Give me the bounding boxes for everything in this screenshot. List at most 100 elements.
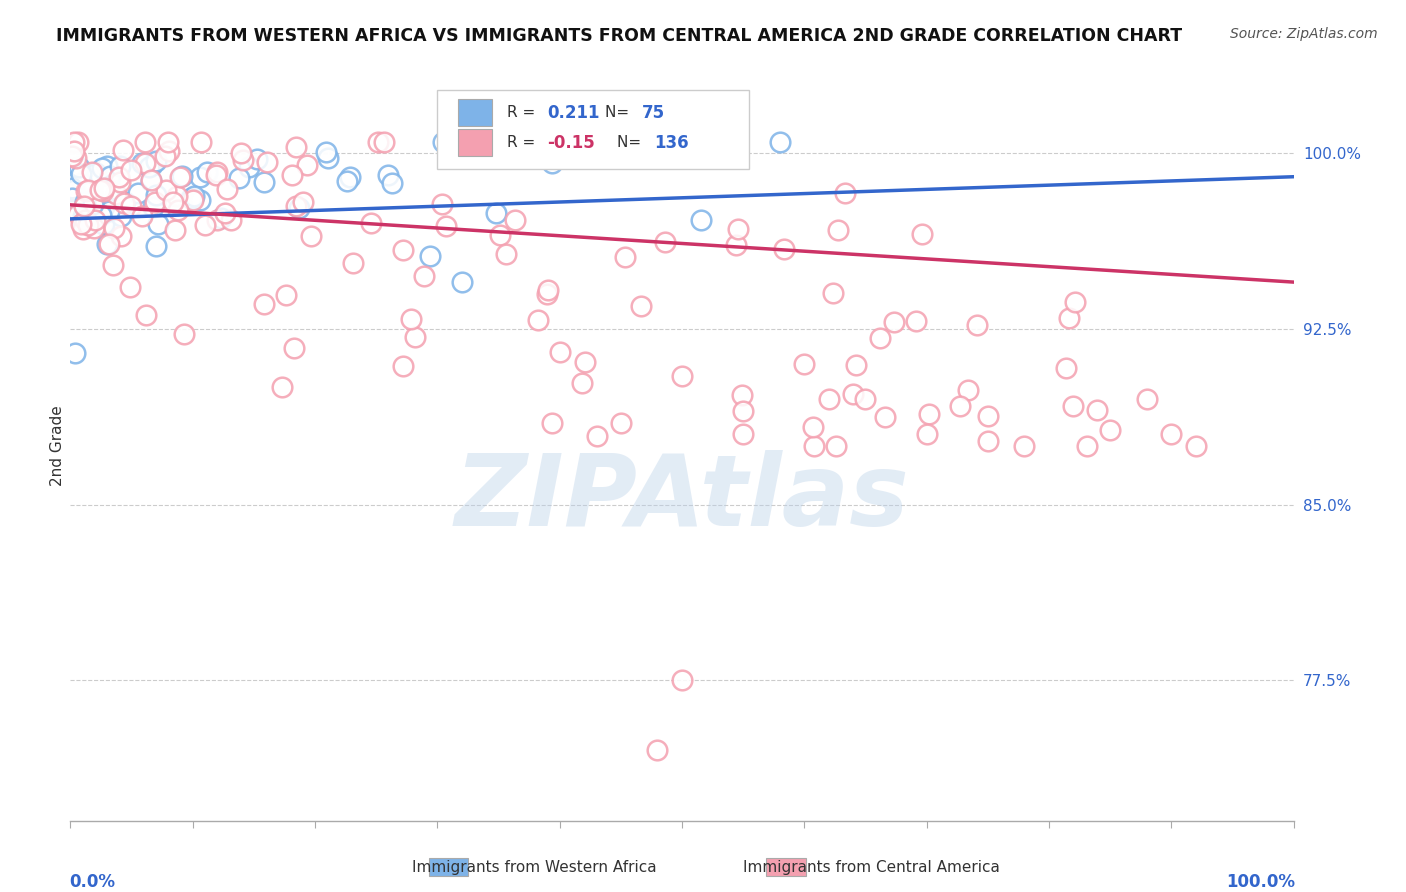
- Point: [80, 165, 103, 179]
- Point: [76, 182, 98, 196]
- Point: [60, 191, 83, 205]
- Point: [63, 144, 86, 158]
- Point: [772, 242, 794, 256]
- Point: [91, 217, 114, 231]
- Point: [613, 250, 636, 264]
- Point: [69, 217, 91, 231]
- Point: [827, 222, 849, 236]
- Point: [66, 161, 89, 176]
- Point: [1062, 399, 1084, 413]
- Point: [1057, 311, 1080, 326]
- Point: [274, 288, 297, 302]
- Point: [72, 209, 94, 223]
- Point: [316, 151, 339, 165]
- Point: [82, 197, 104, 211]
- Point: [537, 283, 560, 297]
- Point: [404, 330, 426, 344]
- Point: [911, 227, 934, 241]
- Point: [214, 205, 236, 219]
- Point: [65, 346, 87, 360]
- Point: [72, 222, 94, 236]
- Y-axis label: 2nd Grade: 2nd Grade: [49, 406, 65, 486]
- Point: [821, 285, 844, 300]
- Point: [1064, 294, 1087, 309]
- Point: [63, 183, 86, 197]
- Text: R =: R =: [508, 135, 540, 150]
- Point: [127, 186, 149, 201]
- Point: [75, 212, 97, 227]
- Point: [957, 383, 980, 397]
- Point: [63, 170, 86, 185]
- Point: [84, 213, 107, 227]
- Point: [205, 168, 228, 182]
- Point: [845, 358, 868, 372]
- Point: [112, 195, 135, 210]
- Point: [90, 208, 112, 222]
- Point: [89, 183, 111, 197]
- Point: [360, 216, 382, 230]
- Point: [391, 359, 413, 374]
- Point: [883, 315, 905, 329]
- Point: [93, 180, 115, 194]
- Text: -0.15: -0.15: [547, 134, 595, 152]
- Point: [271, 379, 294, 393]
- Point: [108, 170, 131, 185]
- Point: [801, 420, 824, 434]
- Point: [73, 199, 96, 213]
- Point: [495, 247, 517, 261]
- Point: [98, 184, 121, 198]
- Point: [155, 183, 177, 197]
- Point: [976, 409, 998, 423]
- Point: [143, 194, 166, 209]
- Point: [817, 392, 839, 406]
- Point: [485, 206, 508, 220]
- Point: [108, 175, 131, 189]
- Point: [647, 743, 669, 757]
- Point: [162, 195, 184, 210]
- Point: [120, 199, 142, 213]
- Point: [97, 204, 120, 219]
- Point: [72, 215, 94, 229]
- Point: [114, 195, 136, 210]
- Point: [139, 173, 162, 187]
- Text: Source: ZipAtlas.com: Source: ZipAtlas.com: [1230, 27, 1378, 41]
- Point: [181, 193, 204, 207]
- Point: [96, 159, 118, 173]
- Point: [131, 209, 153, 223]
- Point: [62, 135, 84, 149]
- Point: [83, 221, 105, 235]
- Point: [419, 249, 441, 263]
- Point: [65, 152, 87, 166]
- Point: [145, 188, 167, 202]
- Point: [339, 169, 361, 184]
- Point: [195, 165, 218, 179]
- Point: [75, 210, 97, 224]
- Point: [1085, 402, 1108, 417]
- Point: [412, 269, 434, 284]
- FancyBboxPatch shape: [458, 129, 492, 155]
- Point: [536, 287, 558, 301]
- Point: [432, 136, 454, 150]
- Point: [209, 211, 232, 225]
- Point: [60, 167, 83, 181]
- Point: [450, 275, 472, 289]
- Point: [671, 368, 693, 383]
- FancyBboxPatch shape: [437, 90, 749, 169]
- Point: [399, 311, 422, 326]
- Point: [84, 197, 107, 211]
- Point: [98, 183, 121, 197]
- Point: [70, 166, 93, 180]
- Point: [172, 169, 194, 184]
- Point: [731, 388, 754, 402]
- Point: [537, 135, 560, 149]
- Point: [63, 184, 86, 198]
- Text: Immigrants from Central America: Immigrants from Central America: [744, 860, 1000, 874]
- Point: [444, 135, 467, 149]
- Point: [586, 429, 609, 443]
- Point: [110, 229, 132, 244]
- Point: [110, 159, 132, 173]
- Point: [284, 140, 307, 154]
- Point: [1014, 439, 1036, 453]
- Point: [288, 201, 311, 215]
- Point: [82, 166, 104, 180]
